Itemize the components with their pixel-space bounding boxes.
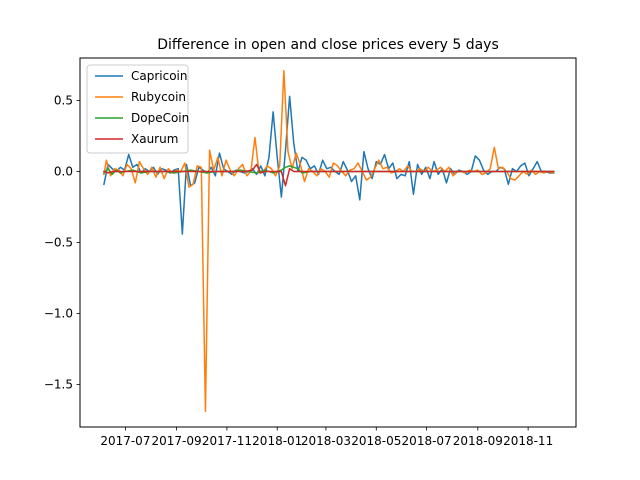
- series-line-xaurum: [102, 163, 555, 187]
- y-axis: 0.5 0.0 −0.5 −1.0 −1.5: [44, 94, 80, 391]
- series-line-rubycoin: [103, 70, 554, 413]
- x-tick-label: 2017-07: [100, 434, 150, 448]
- x-tick-label: 2018-09: [453, 434, 503, 448]
- series-layer: [102, 70, 555, 413]
- x-tick-label: 2018-03: [301, 434, 351, 448]
- y-tick-label: −0.5: [44, 236, 73, 250]
- series-line-capricoin: [103, 95, 555, 235]
- y-tick-label: 0.0: [54, 165, 73, 179]
- y-tick-label: −1.0: [44, 306, 73, 320]
- legend-box: [86, 64, 189, 154]
- x-tick-label: 2017-09: [151, 434, 201, 448]
- x-tick-label: 2017-11: [202, 434, 252, 448]
- legend-label: DopeCoin: [131, 111, 189, 125]
- legend: Capricoin Rubycoin DopeCoin Xaurum: [86, 64, 189, 154]
- y-tick-label: −1.5: [44, 377, 73, 391]
- x-tick-label: 2018-07: [402, 434, 452, 448]
- plot-area-frame: [79, 57, 577, 428]
- chart-title: Difference in open and close prices ever…: [157, 37, 499, 53]
- x-tick-label: 2018-11: [503, 434, 553, 448]
- y-tick-label: 0.5: [54, 94, 73, 108]
- legend-label: Xaurum: [131, 132, 178, 146]
- x-tick-label: 2018-05: [351, 434, 401, 448]
- legend-label: Rubycoin: [131, 90, 186, 104]
- x-tick-label: 2018-01: [252, 434, 302, 448]
- legend-label: Capricoin: [131, 69, 188, 83]
